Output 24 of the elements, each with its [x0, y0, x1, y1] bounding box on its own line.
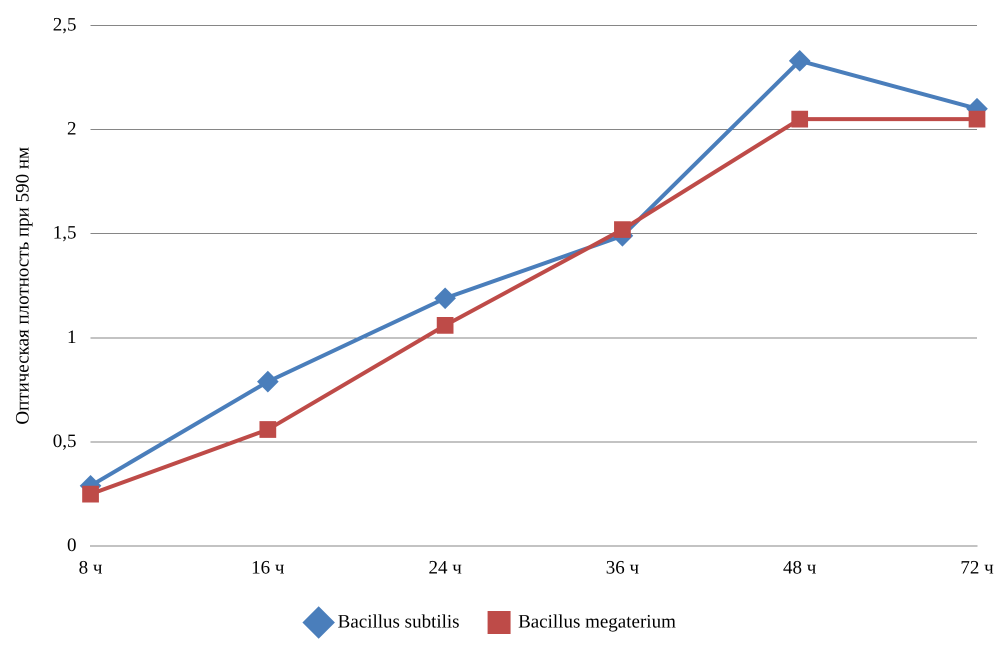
point [791, 110, 808, 128]
y-tick-label: 2,5 [52, 14, 77, 36]
x-tick-label: 16 ч [251, 558, 285, 579]
y-tick-label: 1 [67, 326, 77, 348]
point [435, 288, 456, 308]
x-tick-label: 24 ч [428, 558, 462, 579]
point [790, 50, 810, 71]
point [82, 486, 99, 502]
legend-label: Bacillus megaterium [518, 611, 676, 632]
x-tick-label: 48 ч [783, 558, 817, 579]
point [614, 221, 631, 238]
legend-label: Bacillus subtilis [338, 611, 460, 632]
y-tick-label: 2 [67, 118, 77, 140]
y-tick-label: 0 [67, 535, 77, 556]
x-tick-label: 36 ч [606, 558, 640, 579]
x-tick-label: 8 ч [78, 558, 103, 579]
y-axis-title: Оптическая плотность при 590 нм [12, 146, 34, 425]
x-tick-label: 72 ч [960, 558, 994, 579]
point [259, 421, 276, 438]
point [258, 372, 278, 392]
y-tick-label: 0,5 [52, 431, 77, 452]
point [436, 317, 454, 334]
point [968, 110, 986, 128]
y-tick-label: 1,5 [52, 222, 77, 244]
